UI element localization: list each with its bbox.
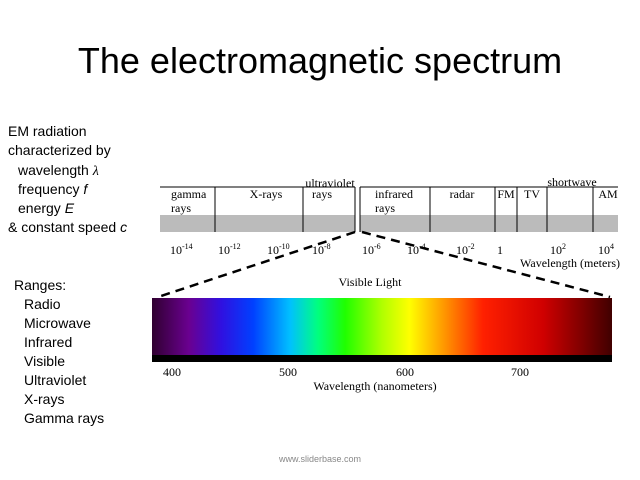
tick-label: 10-14: [170, 242, 193, 257]
tick-base: 10: [218, 243, 230, 257]
axis-bar: [152, 355, 612, 362]
text: wavelength: [17, 162, 89, 178]
text: wavelength λ: [17, 162, 99, 179]
band-label: rays: [375, 201, 395, 215]
tick-label: 1: [497, 243, 503, 257]
tick-label: 102: [550, 242, 566, 257]
tick-label: 104: [598, 242, 614, 257]
item: Visible: [24, 353, 65, 369]
tick-exponent: -14: [182, 242, 193, 251]
text: & constant speed c: [8, 219, 127, 235]
symbol: f: [83, 181, 89, 197]
band-label: TV: [524, 187, 540, 201]
tick-base: 10: [407, 243, 419, 257]
tick-exponent: -8: [324, 242, 331, 251]
band-bar: [360, 215, 618, 232]
visible-spectrum: Visible Light 400 500 600 700 Wavelength…: [152, 275, 612, 393]
footer: www.sliderbase.com: [278, 454, 361, 464]
text: EM radiation: [8, 123, 87, 139]
rainbow: [152, 298, 612, 355]
nm-ticks: 400 500 600 700: [163, 365, 529, 379]
dividers: [160, 186, 618, 232]
band-label: radar: [450, 187, 475, 201]
band-label: infrared: [375, 187, 413, 201]
tick-exponent: -12: [230, 242, 241, 251]
meter-ticks: 10-14 10-12 10-10 10-8 10-6 10-4 10-2 1 102 104: [170, 242, 614, 257]
tick-exponent: 4: [610, 242, 614, 251]
tick-exponent: 2: [562, 242, 566, 251]
symbol: λ: [92, 164, 99, 179]
tick-label: 10-6: [362, 242, 381, 257]
tick-label: 400: [163, 365, 181, 379]
tick-exponent: -10: [279, 242, 290, 251]
tick-base: 10: [362, 243, 374, 257]
symbol: E: [65, 200, 75, 216]
tick-exponent: -2: [468, 242, 475, 251]
band-label: ultraviolet: [305, 176, 355, 190]
band-label: AM: [598, 187, 618, 201]
band-labels: gamma rays X-rays ultraviolet rays infra…: [171, 175, 618, 215]
item: Ultraviolet: [24, 372, 86, 388]
band-label: gamma: [171, 187, 207, 201]
item: Radio: [24, 296, 61, 312]
symbol: c: [120, 219, 127, 235]
band-label: rays: [312, 187, 332, 201]
spectrum: gamma rays X-rays ultraviolet rays infra…: [160, 175, 620, 270]
text: characterized by: [8, 142, 111, 158]
heading: Ranges:: [14, 277, 66, 293]
item: Microwave: [24, 315, 91, 331]
tick-label: 10-8: [312, 242, 331, 257]
tick-label: 10-2: [456, 242, 475, 257]
band-bar: [160, 215, 355, 232]
tick-base: 1: [497, 243, 503, 257]
ranges: Ranges: Radio Microwave Infrared Visible…: [14, 277, 104, 426]
item: Gamma rays: [24, 410, 104, 426]
item: Infrared: [24, 334, 72, 350]
band-label: X-rays: [250, 187, 283, 201]
zoom-line: [361, 230, 611, 299]
band-label: shortwave: [547, 175, 596, 189]
tick-base: 10: [170, 243, 182, 257]
band-label: FM: [497, 187, 515, 201]
tick-base: 10: [550, 243, 562, 257]
band-label: rays: [171, 201, 191, 215]
axis-label: Wavelength (nanometers): [313, 379, 436, 393]
text: frequency: [18, 181, 79, 197]
axis-label: Wavelength (meters): [520, 256, 620, 270]
tick-label: 10-12: [218, 242, 241, 257]
tick-label: 10-4: [407, 242, 426, 257]
text: energy E: [18, 200, 75, 216]
tick-base: 10: [267, 243, 279, 257]
text: energy: [18, 200, 61, 216]
properties: EM radiation characterized by wavelength…: [8, 123, 127, 235]
tick-base: 10: [456, 243, 468, 257]
text: frequency f: [18, 181, 89, 197]
text: & constant speed: [8, 219, 116, 235]
tick-label: 10-10: [267, 242, 290, 257]
zoom-line: [157, 230, 356, 299]
tick-label: 500: [279, 365, 297, 379]
tick-label: 600: [396, 365, 414, 379]
tick-exponent: -6: [374, 242, 381, 251]
visible-label: Visible Light: [339, 275, 403, 289]
tick-base: 10: [598, 243, 610, 257]
tick-base: 10: [312, 243, 324, 257]
zoom-lines: [157, 230, 611, 299]
tick-label: 700: [511, 365, 529, 379]
title: The electromagnetic spectrum: [78, 40, 562, 81]
item: X-rays: [24, 391, 64, 407]
tick-exponent: -4: [419, 242, 426, 251]
